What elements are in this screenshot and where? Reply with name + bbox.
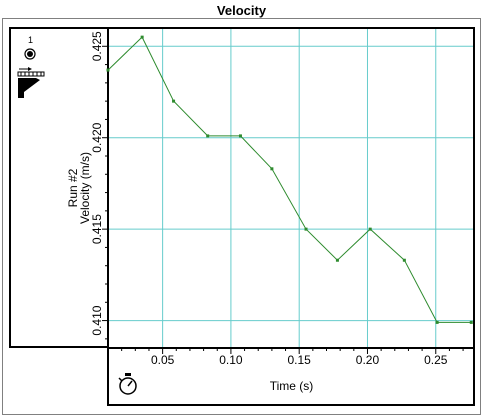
x-tick-label: 0.05 [151,353,175,367]
data-point [402,258,406,262]
graph-tool-icon[interactable] [17,67,45,98]
graph-tool-icon-part [17,71,45,77]
data-point [335,258,339,262]
chart-title: Velocity [216,3,267,18]
data-point [435,320,439,324]
stopwatch-icon-part [125,373,131,376]
sensor-icon-dot [27,51,33,57]
stopwatch-icon[interactable] [118,373,137,395]
y-axis-panel [9,27,109,348]
x-axis-label: Time (s) [269,379,314,393]
graph-tool-icon-part [28,67,32,71]
data-point [368,227,372,231]
x-tick-label: 0.10 [219,353,243,367]
y-tick-label: 0.425 [90,31,104,61]
x-tick-label: 0.20 [356,353,380,367]
stopwatch-icon-part [119,377,137,395]
stopwatch-icon-part [118,377,123,382]
plot-area [107,27,475,349]
graph-frame [2,18,481,415]
tool-number: 1 [28,35,34,45]
data-point [106,68,110,72]
series-line [107,36,472,323]
y-tick-label: 0.415 [90,214,104,244]
x-tick-label: 0.25 [424,353,448,367]
data-point [270,167,274,171]
y-tick-label: 0.420 [90,122,104,152]
data-point [206,134,210,138]
data-point [172,99,176,103]
y-tick-label: 0.410 [90,305,104,335]
data-point [469,320,473,324]
data-point [238,134,242,138]
run-label: Run #2 [66,168,80,207]
x-tick-label: 0.15 [288,353,312,367]
y-axis-label: Velocity (m/s) [78,152,92,224]
stopwatch-icon-part [127,380,133,387]
x-axis-panel [107,348,475,406]
data-point [304,227,308,231]
graph-tool-icon-part [18,78,40,98]
data-point [140,35,144,39]
